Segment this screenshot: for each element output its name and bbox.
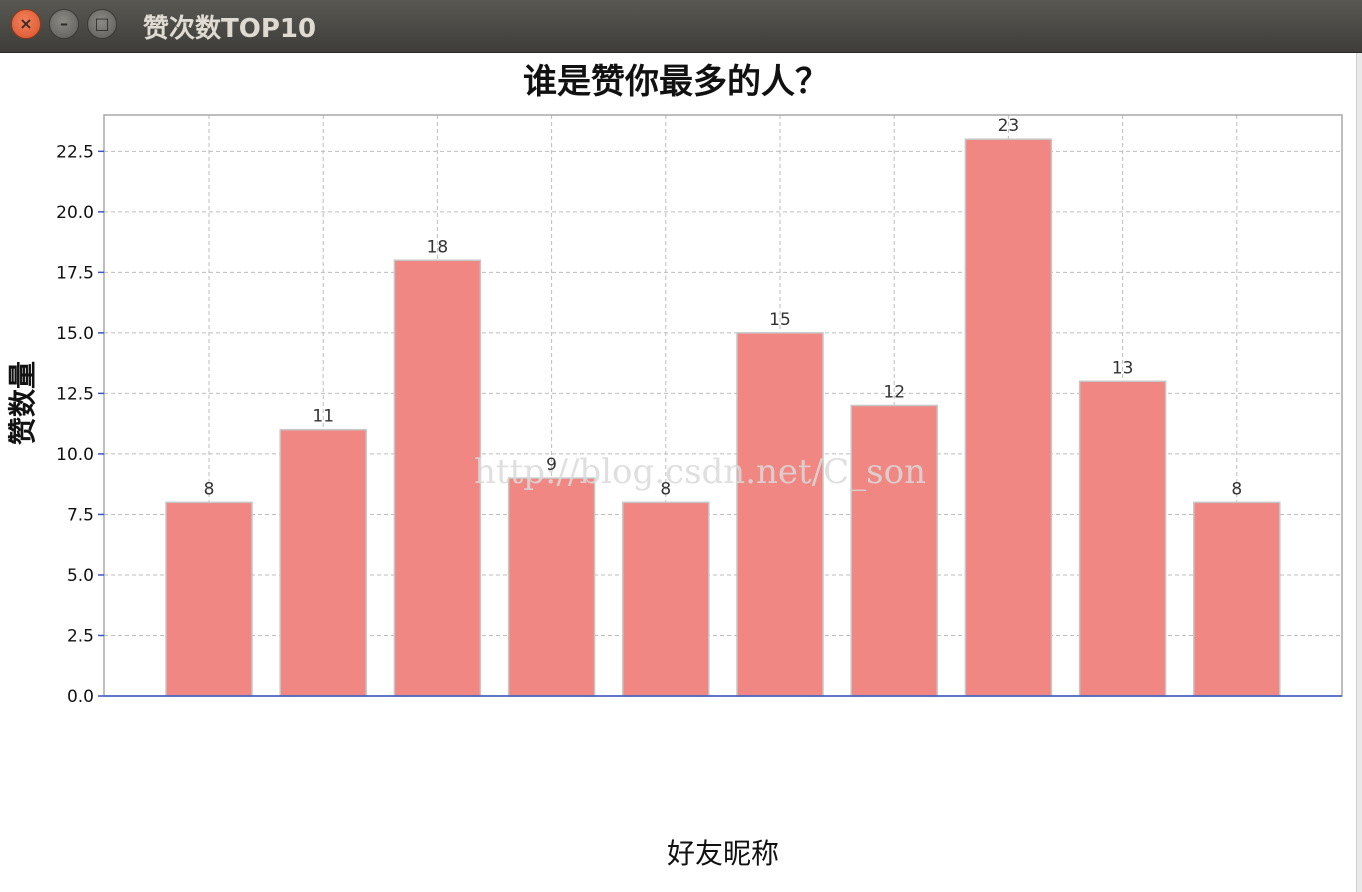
bar: [393, 259, 482, 697]
y-tick-label: 0.0: [67, 687, 94, 707]
window-title: 赞次数TOP10: [143, 14, 317, 44]
y-tick-label: 12.5: [56, 384, 94, 404]
y-tick-label: 7.5: [67, 505, 94, 525]
y-tick-label: 2.5: [67, 626, 94, 646]
bar-value-label: 11: [312, 407, 334, 427]
data-labels: 8 11 18 9 8 15 12 23 13 8: [204, 116, 1243, 499]
y-tick-label: 22.5: [56, 142, 94, 162]
y-tick-label: 10.0: [56, 445, 94, 465]
minimize-icon: –: [60, 14, 68, 33]
bar: [165, 501, 253, 697]
bars: [165, 138, 1281, 697]
bar: [1078, 380, 1167, 697]
bar: [507, 477, 596, 697]
chart-title: 谁是赞你最多的人？: [523, 62, 829, 102]
y-tick-label: 15.0: [56, 324, 94, 344]
bar-value-label: 8: [1231, 479, 1242, 499]
y-axis-ticks: 0.0 2.5 5.0 7.5 10.0 12.5 15.0 17.5 20.0 22.5: [56, 142, 104, 707]
watermark-text: http://blog.csdn.net/C_son: [474, 452, 926, 492]
bar-value-label: 18: [427, 237, 449, 257]
bar: [736, 332, 824, 697]
y-axis-label: 赞数量: [6, 361, 39, 446]
maximize-icon: □: [94, 14, 110, 33]
bar: [850, 404, 938, 697]
window-maximize-button[interactable]: □: [87, 9, 117, 39]
bar-value-label: 9: [546, 455, 557, 475]
window-close-button[interactable]: ×: [11, 9, 41, 39]
window-minimize-button[interactable]: –: [49, 9, 79, 39]
y-tick-label: 5.0: [67, 566, 94, 586]
bar-value-label: 23: [998, 116, 1020, 136]
close-icon: ×: [19, 14, 33, 33]
y-tick-label: 20.0: [56, 203, 94, 223]
bar-value-label: 15: [769, 310, 791, 330]
window-titlebar: × – □ 赞次数TOP10: [0, 0, 1362, 53]
bar-value-label: 8: [204, 479, 215, 499]
bar-value-label: 12: [883, 383, 905, 403]
bar: [622, 501, 710, 697]
bar: [964, 138, 1053, 697]
y-tick-label: 17.5: [56, 263, 94, 283]
window-right-edge: [1356, 53, 1362, 892]
chart-canvas: http://blog.csdn.net/C_son 8 11 18 9 8 15 12 23…: [6, 62, 1343, 870]
bar: [279, 428, 367, 697]
x-axis-label: 好友昵称: [667, 837, 779, 870]
bar-value-label: 13: [1112, 358, 1134, 378]
bar-value-label: 8: [660, 479, 671, 499]
bar: [1193, 501, 1281, 697]
